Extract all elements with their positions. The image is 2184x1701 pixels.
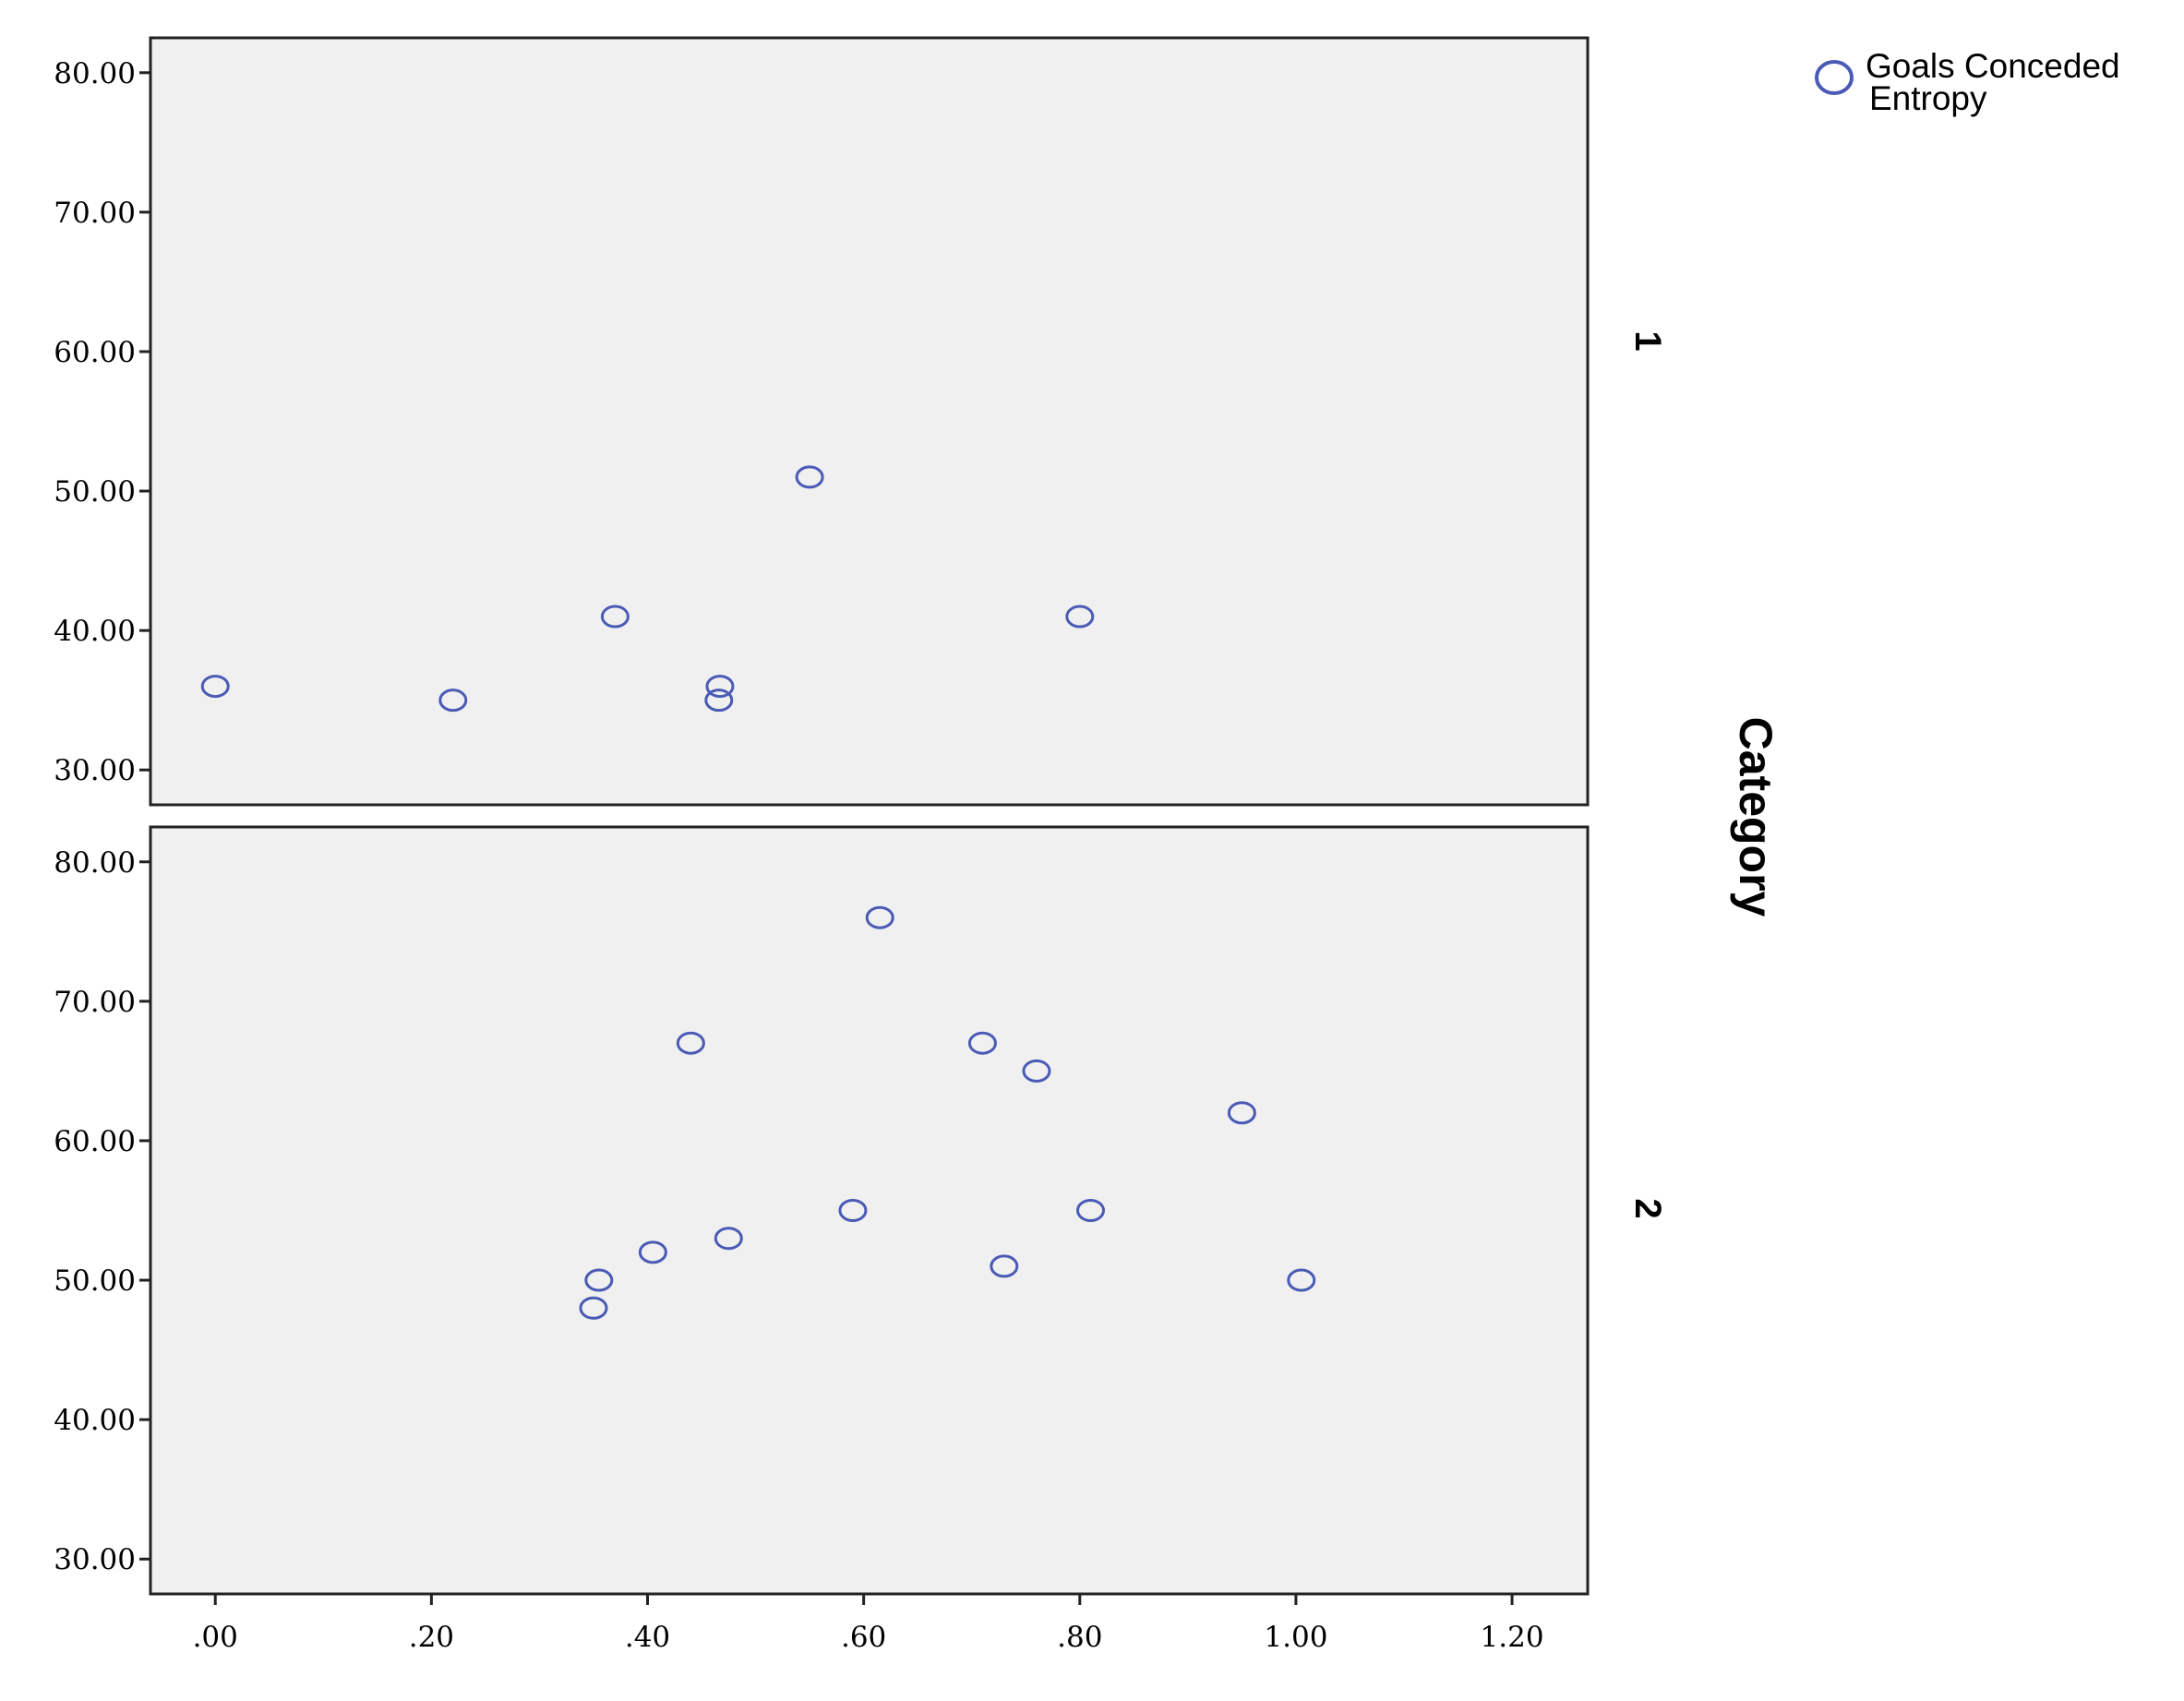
scatter-point [795,465,824,489]
scatter-point [704,689,734,713]
scatter-point [1287,1268,1316,1292]
facet-label-1: 1 [1627,330,1668,351]
y-tick-label: 40.00 [54,615,136,648]
scatter-point [600,605,630,629]
facet-title: Category [1730,717,1782,917]
scatter-point [438,689,468,713]
scatter-point [579,1296,608,1320]
scatter-point [865,905,894,929]
x-tick-label: .60 [841,1621,886,1654]
scatter-point [676,1031,705,1055]
x-tick-label: .40 [625,1621,670,1654]
scatter-point [1022,1059,1051,1083]
panels-layer: 30.00 40.00 50.00 60.00 70.00 80.00 1 30.00 40.0… [54,36,1668,1596]
y-tick-label: 70.00 [54,197,136,230]
scatter-point [200,675,230,699]
scatter-point [967,1031,997,1055]
y-tick-label: 60.00 [54,1125,136,1158]
y-tick-label: 80.00 [54,57,136,90]
scatter-point [714,1227,743,1251]
scatter-point [584,1268,614,1292]
x-axis: .00 .20 .40 .60 .80 1.00 1.20 [193,1594,1544,1654]
facet-label-2: 2 [1627,1198,1668,1218]
scatter-point [638,1240,667,1264]
panel-background [149,825,1590,1596]
y-tick-label: 30.00 [54,1543,136,1576]
legend-label-line-1: Goals Conceded [1866,47,2120,85]
scatter-point [1075,1199,1105,1222]
y-tick-label: 40.00 [54,1404,136,1437]
y-tick-label: 70.00 [54,986,136,1019]
y-tick-label: 30.00 [54,754,136,787]
y-tick-label: 60.00 [54,336,136,369]
scatter-point [1227,1101,1256,1125]
scatter-point [705,675,735,699]
legend-marker-icon [1815,60,1854,95]
scatter-point [1065,605,1095,629]
x-tick-label: 1.20 [1481,1621,1544,1654]
y-tick-label: 50.00 [54,475,136,509]
panel-2: 30.00 40.00 50.00 60.00 70.00 80.00 2 [54,825,1668,1596]
x-tick-label: .00 [193,1621,238,1654]
scatter-point [990,1254,1019,1278]
legend: Goals Conceded Entropy [1815,47,2120,117]
scatter-point [838,1199,868,1222]
panel-background [149,36,1590,807]
x-tick-label: .80 [1057,1621,1102,1654]
legend-label-line-2: Entropy [1869,79,1987,117]
x-tick-label: 1.00 [1264,1621,1327,1654]
y-tick-label: 80.00 [54,846,136,880]
panel-1: 30.00 40.00 50.00 60.00 70.00 80.00 1 [54,36,1668,807]
y-tick-label: 50.00 [54,1264,136,1298]
x-tick-label: .20 [409,1621,454,1654]
